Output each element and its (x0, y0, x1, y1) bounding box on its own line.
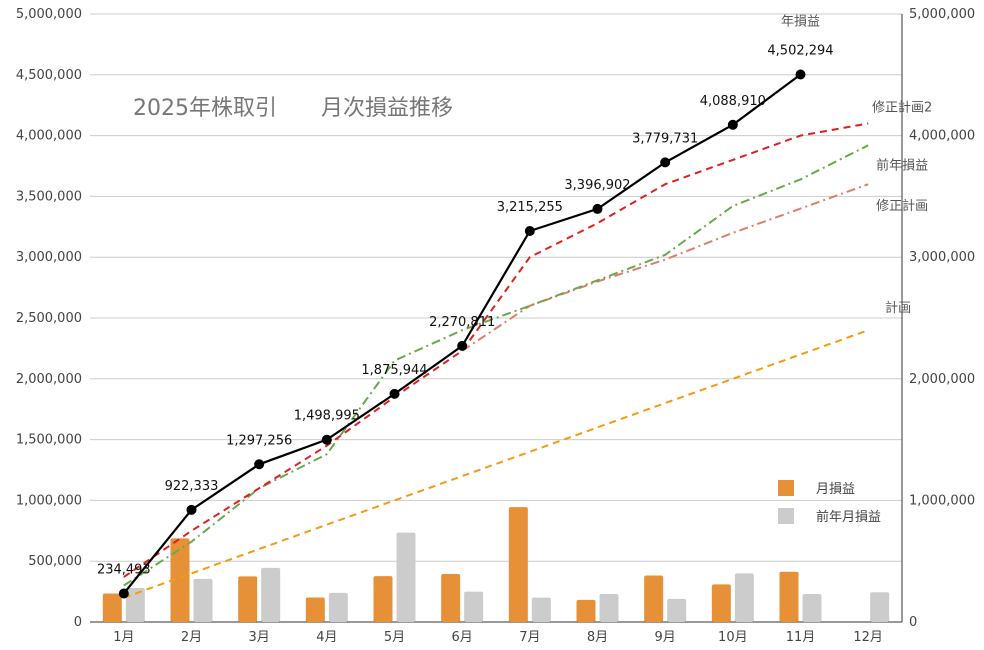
bars (102, 507, 890, 622)
line-point (118, 588, 129, 599)
y-tick-label-left: 4,000,000 (16, 129, 82, 144)
y-tick-label-left: 2,000,000 (16, 372, 82, 387)
bar-monthly (373, 576, 393, 622)
line-point (524, 226, 535, 237)
bar-prev-monthly (464, 591, 484, 622)
bar-prev-monthly (193, 578, 213, 622)
bar-monthly (644, 575, 664, 622)
y-tick-label-left: 1,000,000 (16, 493, 82, 508)
bar-monthly (508, 507, 528, 622)
data-label: 2,270,811 (429, 315, 495, 330)
x-tick-label: 4月 (316, 630, 337, 645)
x-tick-label: 9月 (655, 630, 676, 645)
bar-monthly (441, 573, 461, 622)
chart-title: 2025年株取引 月次損益推移 (133, 96, 453, 121)
bar-monthly (102, 593, 122, 622)
legend-swatch (778, 508, 794, 524)
bar-prev-monthly (328, 592, 348, 622)
legend-swatch (778, 480, 794, 496)
line-point (660, 157, 671, 168)
y-tick-label-left: 4,500,000 (16, 68, 82, 83)
line-series (123, 329, 869, 599)
line-point (795, 69, 806, 80)
y-tick-label-left: 1,500,000 (16, 433, 82, 448)
y-tick-label-left: 5,000,000 (16, 7, 82, 22)
x-tick-label: 10月 (718, 630, 748, 645)
data-label: 922,333 (165, 479, 219, 494)
x-tick-label: 8月 (587, 630, 608, 645)
y-tick-label-left: 2,500,000 (16, 311, 82, 326)
x-tick-label: 5月 (384, 630, 405, 645)
legend-label: 月損益 (816, 482, 855, 497)
series-label: 修正計画2 (872, 99, 932, 115)
bar-prev-monthly (261, 567, 281, 622)
bar-monthly (305, 597, 325, 622)
data-label: 1,297,256 (226, 433, 292, 448)
x-tick-label: 1月 (113, 630, 134, 645)
data-label: 3,215,255 (497, 200, 563, 215)
y-tick-label-left: 3,000,000 (16, 250, 82, 265)
bar-monthly (576, 599, 596, 622)
line-point (186, 504, 197, 515)
x-tick-label: 11月 (786, 630, 816, 645)
series-label: 前年損益 (876, 157, 928, 173)
axes: 0 500,000 1,000,000 1,500,000 2,000,000 2,500… (16, 7, 975, 645)
y-tick-label-right: 4,000,000 (909, 129, 975, 144)
y-tick-label-right: 0 (909, 615, 917, 630)
data-label: 3,396,902 (564, 178, 630, 193)
y-tick-label-right: 2,000,000 (909, 372, 975, 387)
line-point (727, 119, 738, 130)
lines (118, 69, 869, 599)
bar-prev-monthly (802, 594, 822, 622)
series-label: 修正計画 (876, 198, 928, 214)
bar-prev-monthly (870, 592, 890, 622)
y-tick-label-left: 0 (74, 615, 82, 630)
bar-monthly (170, 538, 190, 622)
line-point (254, 459, 265, 470)
bar-prev-monthly (667, 598, 687, 622)
line-point (592, 203, 603, 214)
y-tick-label-right: 3,000,000 (909, 250, 975, 265)
line-series (461, 183, 869, 352)
x-tick-label: 12月 (853, 630, 883, 645)
line-point (389, 388, 400, 399)
data-label: 234,493 (97, 562, 151, 577)
bar-prev-monthly (396, 532, 416, 622)
data-label: 4,088,910 (700, 94, 766, 109)
bar-monthly (711, 584, 731, 622)
data-label: 1,875,944 (361, 363, 427, 378)
line-point (321, 434, 332, 445)
series-label: 年損益 (781, 15, 820, 30)
legend-label: 前年月損益 (816, 509, 881, 525)
bar-monthly (779, 571, 799, 622)
x-tick-label: 3月 (249, 630, 270, 645)
series-label: 計画 (885, 300, 911, 316)
line-series (122, 73, 802, 595)
line-series (123, 144, 869, 587)
x-tick-label: 7月 (519, 630, 540, 645)
y-tick-label-left: 3,500,000 (16, 189, 82, 204)
bar-prev-monthly (125, 587, 145, 622)
line-point (457, 340, 468, 351)
bar-prev-monthly (531, 597, 551, 622)
data-label: 4,502,294 (767, 44, 833, 59)
y-tick-label-left: 500,000 (28, 554, 82, 569)
y-tick-label-right: 1,000,000 (909, 493, 975, 508)
data-label: 3,779,731 (632, 131, 698, 146)
bar-prev-monthly (599, 594, 619, 622)
x-tick-label: 2月 (181, 630, 202, 645)
bar-monthly (238, 576, 258, 622)
x-tick-label: 6月 (452, 630, 473, 645)
data-label: 1,498,995 (294, 409, 360, 424)
bar-prev-monthly (734, 573, 754, 622)
line-series (123, 122, 869, 578)
y-tick-label-right: 5,000,000 (909, 7, 975, 22)
gridlines (90, 13, 902, 623)
